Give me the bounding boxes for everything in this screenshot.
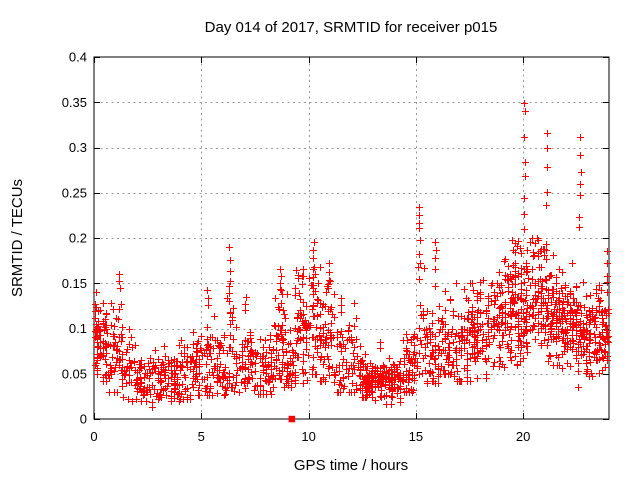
x-tick-label: 0 bbox=[90, 429, 97, 444]
y-tick-label: 0 bbox=[80, 412, 87, 427]
x-tick-label: 10 bbox=[301, 429, 315, 444]
x-axis-label: GPS time / hours bbox=[294, 457, 408, 474]
y-axis-label: SRMTID / TECUs bbox=[9, 179, 26, 297]
special-square-marker bbox=[288, 415, 296, 423]
y-tick-label: 0.15 bbox=[62, 276, 87, 291]
x-tick-label: 15 bbox=[409, 429, 423, 444]
y-tick-label: 0.35 bbox=[62, 95, 87, 110]
x-tick-label: 20 bbox=[516, 429, 530, 444]
y-tick-label: 0.2 bbox=[69, 231, 87, 246]
chart-title: Day 014 of 2017, SRMTID for receiver p01… bbox=[205, 19, 498, 36]
x-tick-label: 5 bbox=[198, 429, 205, 444]
y-tick-label: 0.25 bbox=[62, 185, 87, 200]
plot-border bbox=[93, 56, 610, 420]
y-tick-label: 0.4 bbox=[69, 50, 87, 65]
y-tick-label: 0.05 bbox=[62, 366, 87, 381]
data-points bbox=[92, 100, 612, 411]
tick-labels: 0 0.05 0.1 0.15 0.2 0.25 0.3 0.35 0.4 0 5 10 15 20 bbox=[62, 50, 531, 445]
y-tick-label: 0.3 bbox=[69, 140, 87, 155]
y-tick-label: 0.1 bbox=[69, 321, 87, 336]
